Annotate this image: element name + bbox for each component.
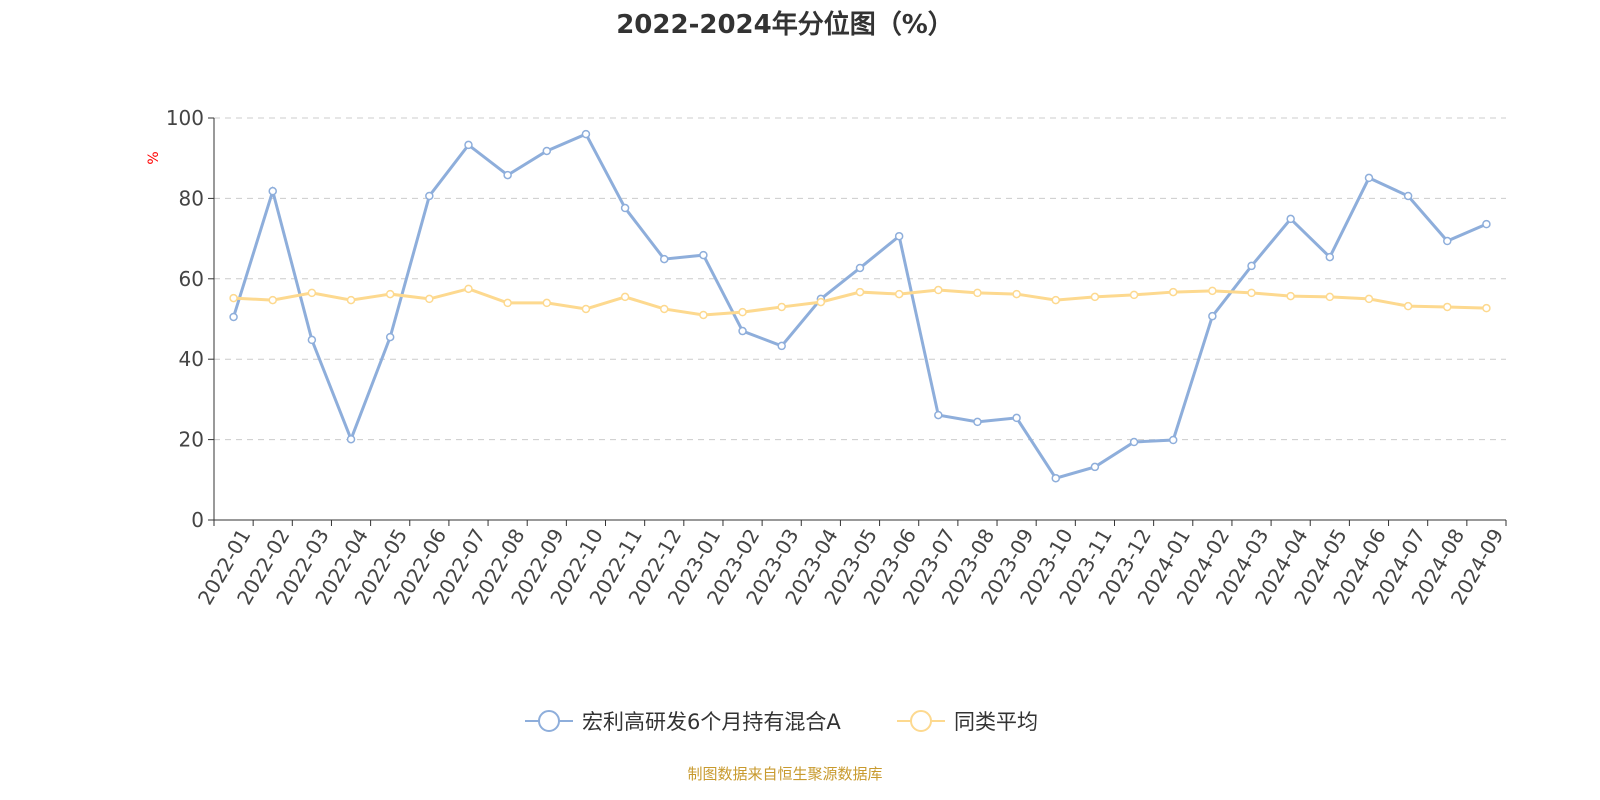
data-point [738,307,747,317]
data-point [699,250,708,260]
data-point [385,289,395,299]
data-point [777,302,786,312]
data-point [464,284,473,294]
data-point [268,295,277,305]
data-point [1168,287,1178,297]
series-0 [229,129,1491,483]
chart-title: 2022-2024年分位图（%） [616,10,954,40]
data-point [1208,311,1217,321]
data-point [1012,413,1021,423]
data-point [1090,292,1100,302]
series-1 [229,284,1491,320]
data-point [1208,286,1217,296]
y-tick-label: 20 [179,428,204,452]
data-point [1403,191,1413,201]
data-point [229,312,238,322]
data-point [1247,288,1256,298]
data-point [1325,252,1335,262]
data-point [503,298,512,308]
legend-item: 同类平均 [897,710,1038,734]
data-point [1247,261,1256,271]
data-point [1403,301,1413,311]
data-point [973,288,982,298]
data-point [738,326,747,336]
data-point [307,335,317,345]
data-point [855,287,865,297]
data-point [385,332,395,342]
data-point [346,295,356,305]
data-point [1168,435,1178,445]
data-point [1129,437,1139,447]
data-point [855,263,865,273]
data-point [1051,473,1061,483]
data-point [425,191,434,201]
data-point [581,129,591,139]
legend-item: 宏利高研发6个月持有混合A [525,710,841,734]
data-point [268,186,277,196]
data-point [620,292,630,302]
data-point [1443,302,1452,312]
data-point [1286,214,1295,224]
y-axis-label: % [146,151,162,164]
y-tick-label: 40 [179,347,204,371]
data-point [581,304,591,314]
data-point [1364,173,1374,183]
series-line [232,132,1488,480]
data-point [894,289,904,299]
data-point [1129,290,1139,300]
legend-marker-icon [538,710,560,732]
data-point [659,304,669,314]
source-footer: 制图数据来自恒生聚源数据库 [687,765,883,783]
data-point [346,434,356,444]
data-point [1286,291,1295,301]
legend-label: 同类平均 [954,710,1038,734]
data-point [1443,236,1452,246]
data-point [229,293,238,303]
data-point [542,146,552,156]
data-point [307,288,317,298]
data-point [934,285,943,295]
y-tick-label: 0 [191,508,204,532]
legend-label: 宏利高研发6个月持有混合A [582,710,841,734]
data-point [425,294,434,304]
data-point [503,170,512,180]
data-point [464,140,473,150]
data-point [699,310,708,320]
legend-marker-icon [910,710,932,732]
data-point [777,341,786,351]
data-point [659,254,669,264]
data-point [1012,289,1021,299]
data-point [934,410,943,420]
y-tick-label: 100 [166,106,204,130]
data-point [973,417,982,427]
data-point [1325,292,1335,302]
data-point [894,231,904,241]
data-point [1482,303,1491,313]
y-tick-label: 60 [179,267,204,291]
data-point [1051,295,1061,305]
data-point [1364,294,1374,304]
data-point [1090,462,1100,472]
data-point [816,297,826,307]
data-point [1482,219,1491,229]
y-tick-label: 80 [179,186,204,210]
data-point [620,203,630,213]
data-point [542,298,552,308]
